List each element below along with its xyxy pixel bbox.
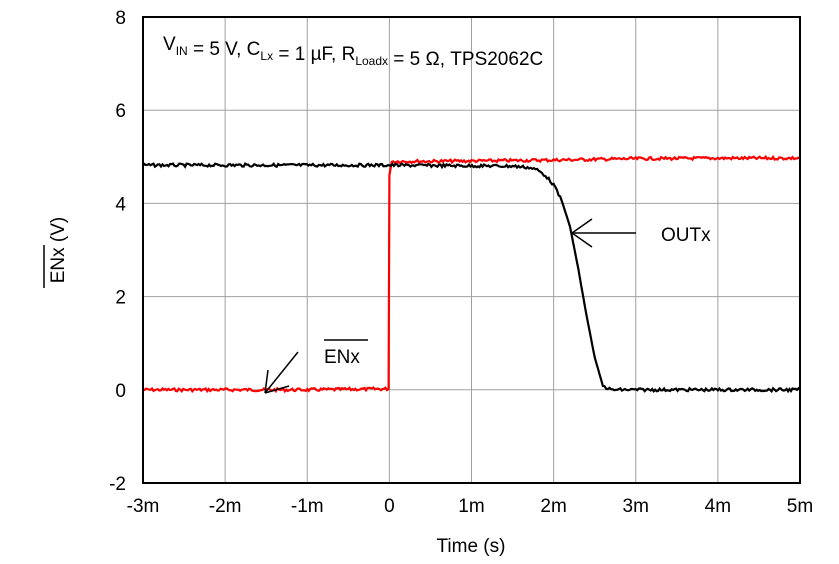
x-tick-label: -1m [291, 496, 324, 517]
y-tick-label: 4 [115, 194, 126, 215]
y-axis-label: ENx (V) [48, 217, 69, 284]
x-tick-label: 4m [705, 496, 731, 517]
x-tick-label: -2m [209, 496, 242, 517]
tick-labels: -3m -2m -1m 0 1m 2m 3m 4m 5m -2 0 2 4 6 8 [109, 8, 813, 517]
x-tick-label: 5m [787, 496, 813, 517]
x-tick-label: 3m [623, 496, 649, 517]
outx-arrow [571, 218, 636, 248]
x-tick-label: 1m [458, 496, 484, 517]
y-tick-label: -2 [109, 474, 126, 495]
series-label-enx: ENx [324, 347, 360, 368]
grid [142, 16, 801, 484]
x-tick-label: -3m [127, 496, 160, 517]
series-line-outx [142, 161, 801, 394]
enx-arrow [264, 351, 299, 394]
plot-frame [142, 16, 801, 484]
x-axis-label: Time (s) [437, 536, 506, 557]
y-tick-label: 8 [115, 8, 126, 29]
y-tick-label: 6 [115, 101, 126, 122]
x-tick-label: 0 [384, 496, 395, 517]
series-layer [142, 154, 801, 394]
y-tick-label: 0 [115, 381, 126, 402]
x-tick-label: 2m [540, 496, 566, 517]
series-label-outx: OUTx [661, 225, 711, 246]
y-tick-label: 2 [115, 288, 126, 309]
conditions-annotation: VIN = 5 V, CLx = 1 µF, RLoadx = 5 Ω, TPS… [163, 34, 543, 70]
series-line-enx [142, 154, 801, 394]
